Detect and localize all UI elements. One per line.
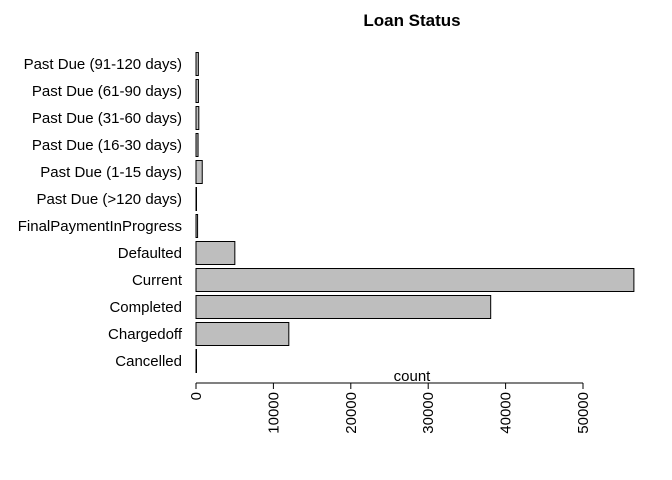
category-label: Past Due (>120 days)	[37, 191, 183, 208]
category-label: Past Due (91-120 days)	[24, 56, 182, 73]
category-label: Defaulted	[118, 245, 182, 262]
bar-past-due-120-days	[195, 187, 197, 211]
x-tick-label: 0	[188, 392, 205, 400]
x-tick-label: 10000	[265, 392, 282, 434]
x-tick-label: 40000	[498, 392, 515, 434]
x-tick-label: 30000	[420, 392, 437, 434]
bar-finalpaymentinprogress	[195, 214, 199, 238]
category-label: Past Due (16-30 days)	[32, 137, 182, 154]
chart-title: Loan Status	[363, 11, 460, 30]
bar-current	[195, 268, 635, 292]
bars-group	[195, 52, 635, 373]
category-label: Past Due (31-60 days)	[32, 110, 182, 127]
bar-past-due-16-30-days	[195, 133, 199, 157]
bar-defaulted	[195, 241, 236, 265]
category-label: Completed	[109, 299, 182, 316]
category-label: Current	[132, 272, 183, 289]
x-tick-label: 20000	[343, 392, 360, 434]
category-label: Chargedoff	[108, 326, 183, 343]
bar-past-due-1-15-days	[195, 160, 203, 184]
bar-cancelled	[195, 349, 197, 373]
x-tick-label: 50000	[575, 392, 592, 434]
category-labels: Cancelled Chargedoff Completed Current Defau…	[18, 56, 183, 370]
x-axis: 0 10000 20000 30000 40000 50000	[188, 382, 592, 434]
category-label: FinalPaymentInProgress	[18, 218, 182, 235]
bar-past-due-31-60-days	[195, 106, 200, 130]
bar-past-due-61-90-days	[195, 79, 199, 103]
bar-completed	[195, 295, 492, 319]
bar-chargedoff	[195, 322, 290, 346]
category-label: Cancelled	[115, 353, 182, 370]
category-label: Past Due (1-15 days)	[40, 164, 182, 181]
x-axis-label: count	[394, 368, 432, 385]
bar-past-due-91-120-days	[195, 52, 199, 76]
category-label: Past Due (61-90 days)	[32, 83, 182, 100]
